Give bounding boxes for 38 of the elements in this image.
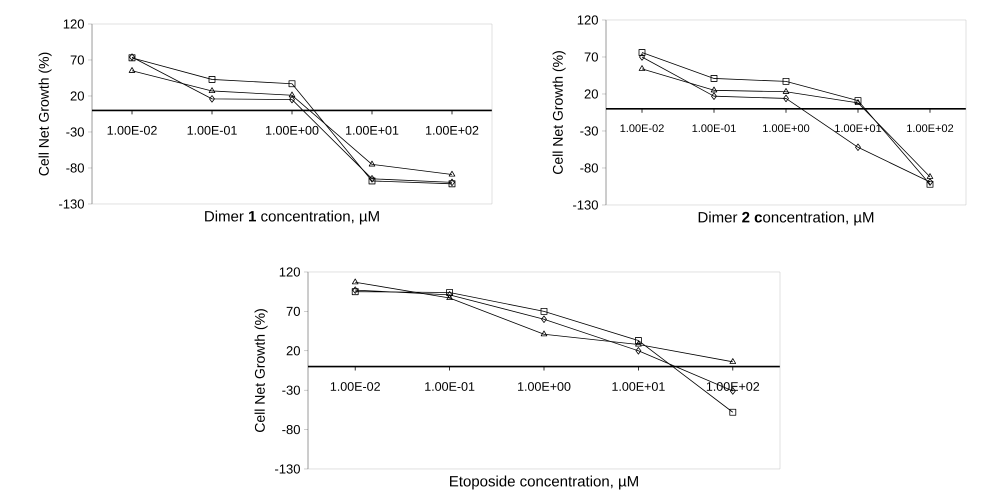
x-tick-label: 1.00E-02 bbox=[620, 124, 664, 132]
y-tick-label: -30 bbox=[282, 386, 300, 395]
y-tick-label: -30 bbox=[66, 127, 84, 137]
y-tick-label: 120 bbox=[578, 15, 598, 25]
y-axis-title: Cell Net Growth (%) bbox=[552, 51, 566, 174]
x-tick-label: 1.00E-01 bbox=[692, 124, 736, 132]
y-tick-label: 20 bbox=[70, 91, 84, 101]
y-axis-title: Cell Net Growth (%) bbox=[254, 309, 268, 432]
y-tick-label: 70 bbox=[584, 52, 598, 62]
x-tick-label: 1.00E-02 bbox=[108, 126, 157, 135]
y-tick-label: -80 bbox=[66, 163, 84, 173]
y-tick-label: 20 bbox=[584, 89, 598, 99]
x-tick-label: 1.00E+02 bbox=[907, 124, 954, 132]
x-axis-title: Etoposide concentration, µM bbox=[450, 476, 638, 490]
x-axis-title: Dimer 2 concentration, µM bbox=[698, 212, 874, 226]
y-tick-label: -130 bbox=[275, 464, 300, 474]
y-tick-label: -80 bbox=[282, 424, 300, 434]
x-tick-label: 1.00E+00 bbox=[266, 126, 318, 135]
y-tick-label: -130 bbox=[573, 200, 598, 210]
y-tick-label: 70 bbox=[286, 306, 300, 316]
y-tick-label: -30 bbox=[580, 126, 598, 136]
y-tick-label: 120 bbox=[280, 267, 300, 277]
y-axis-title: Cell Net Growth (%) bbox=[38, 52, 52, 176]
x-tick-label: 1.00E+01 bbox=[346, 126, 398, 135]
x-tick-label: 1.00E-01 bbox=[188, 126, 237, 135]
x-tick-label: 1.00E-02 bbox=[330, 382, 380, 391]
x-axis-title: Dimer 1 concentration, µM bbox=[205, 210, 379, 224]
x-tick-label: 1.00E+02 bbox=[426, 126, 478, 135]
y-tick-label: -80 bbox=[580, 163, 598, 173]
x-tick-label: 1.00E+00 bbox=[518, 382, 570, 391]
y-tick-label: 20 bbox=[286, 346, 300, 356]
x-tick-label: 1.00E+00 bbox=[763, 124, 810, 132]
x-tick-label: 1.00E-01 bbox=[425, 382, 474, 391]
y-tick-label: 120 bbox=[64, 19, 84, 29]
y-tick-label: 70 bbox=[70, 55, 84, 65]
x-tick-label: 1.00E+01 bbox=[835, 124, 882, 132]
y-tick-label: -130 bbox=[59, 199, 84, 209]
x-tick-label: 1.00E+01 bbox=[612, 382, 665, 391]
